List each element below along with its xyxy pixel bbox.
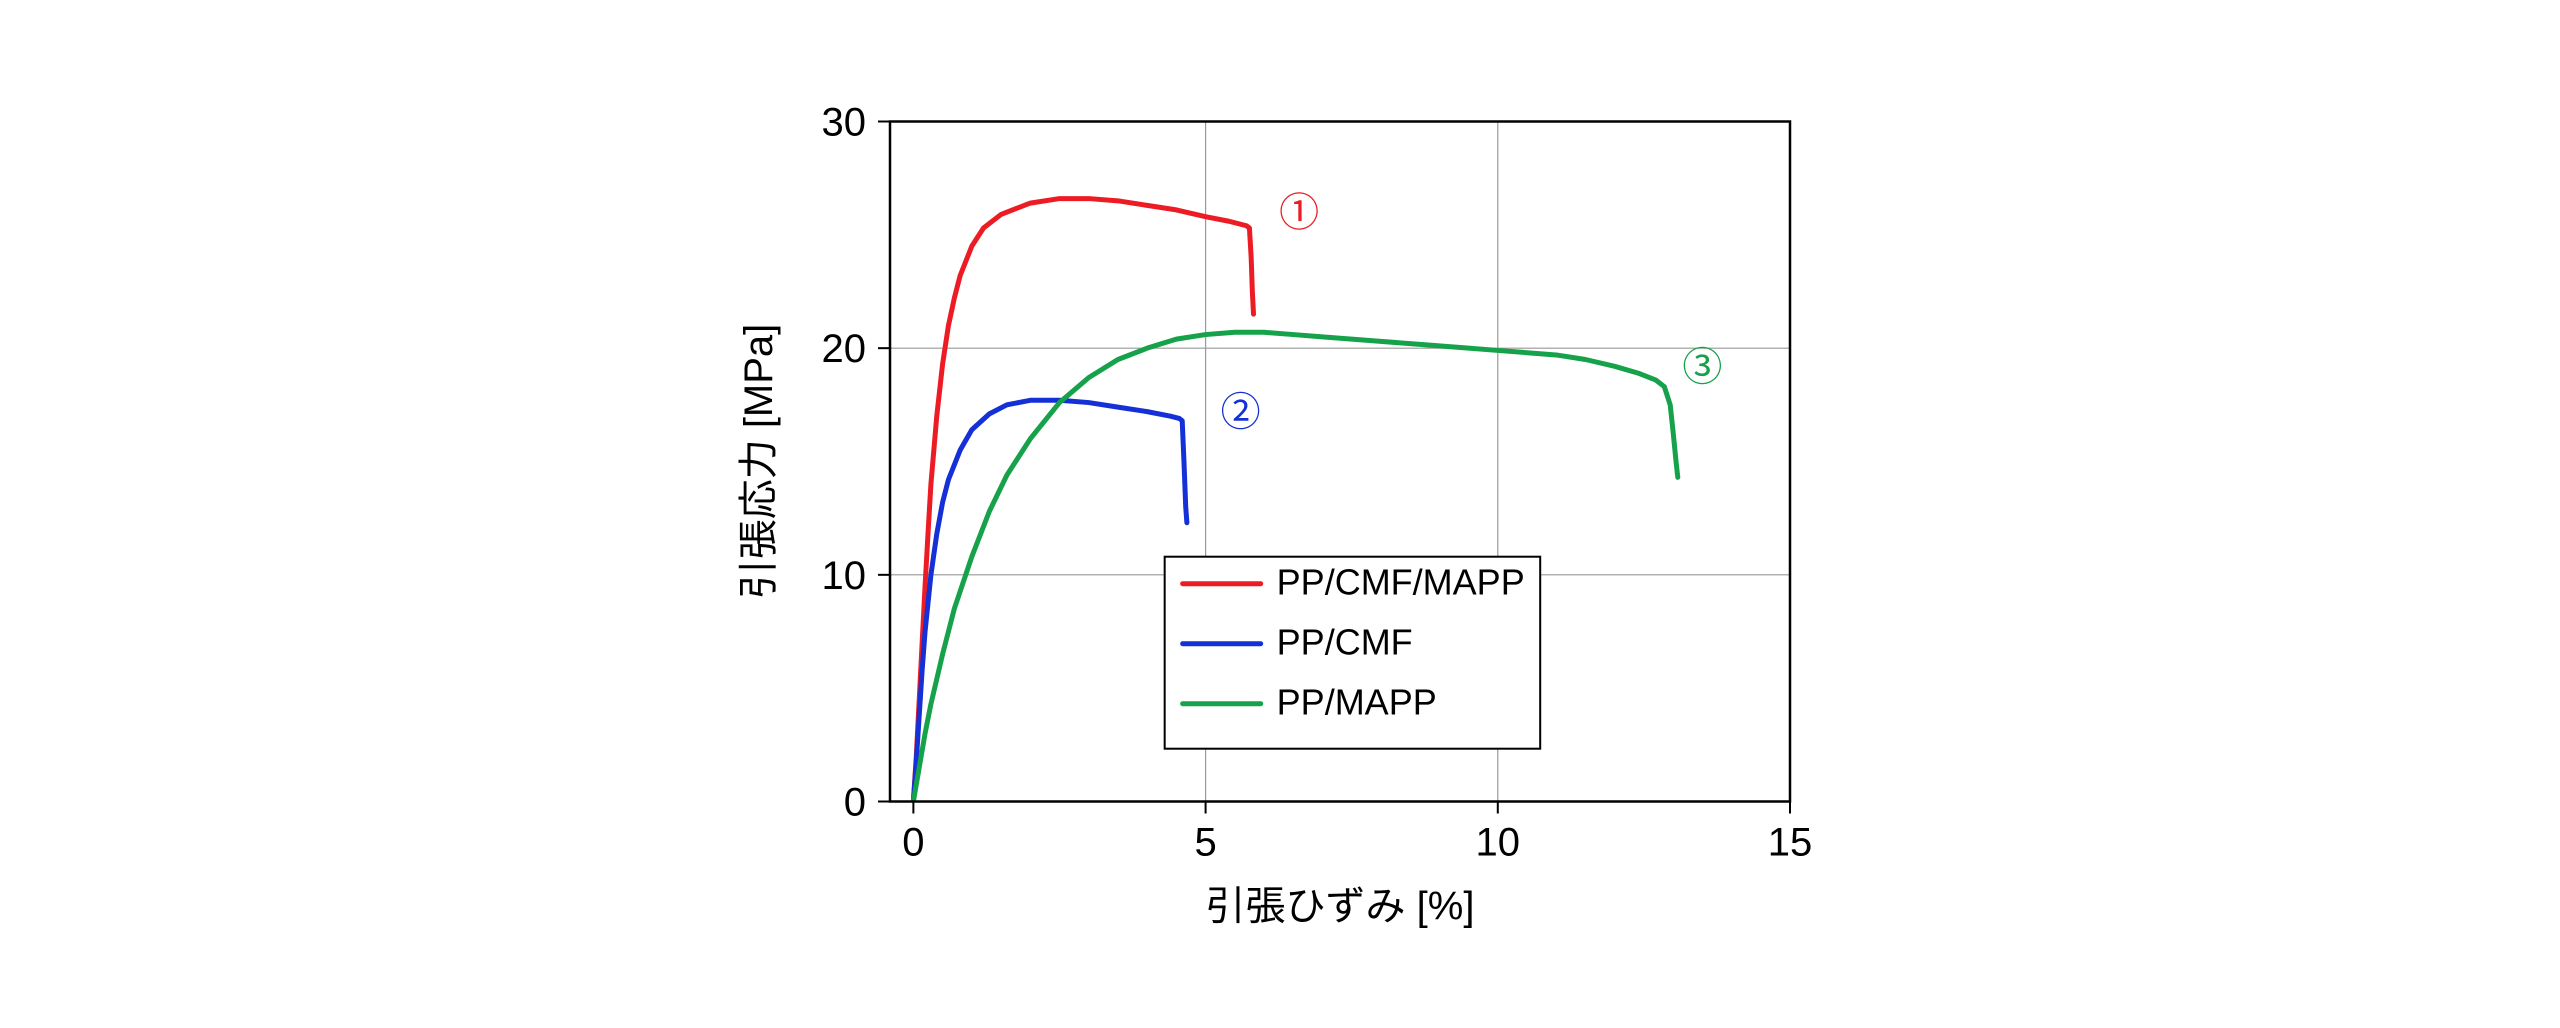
x-tick-label: 0: [902, 821, 924, 865]
x-tick-label: 15: [1768, 821, 1813, 865]
chart-svg: 0 5 10 15 0 10 20 30 引張ひずみ [%] 引張応力 [MPa] ① ② ③ PP/CM…: [640, 62, 1920, 962]
x-tick-label: 10: [1476, 821, 1521, 865]
legend-item-label: PP/CMF/MAPP: [1277, 562, 1525, 603]
annotation-2: ②: [1221, 391, 1261, 435]
y-tick-label: 30: [822, 101, 867, 145]
legend-item-label: PP/MAPP: [1277, 682, 1437, 723]
y-tick-label: 20: [822, 327, 867, 371]
x-axis-label: 引張ひずみ [%]: [1206, 885, 1475, 929]
y-axis-label: 引張応力 [MPa]: [737, 324, 781, 600]
annotation-1: ①: [1279, 191, 1319, 235]
annotation-3: ③: [1682, 345, 1722, 389]
y-tick-label: 10: [822, 554, 867, 598]
x-tick-label: 5: [1194, 821, 1216, 865]
stress-strain-chart: 0 5 10 15 0 10 20 30 引張ひずみ [%] 引張応力 [MPa] ① ② ③ PP/CM…: [640, 62, 1920, 967]
y-tick-label: 0: [844, 781, 866, 825]
legend: PP/CMF/MAPP PP/CMF PP/MAPP: [1165, 557, 1541, 749]
legend-item-label: PP/CMF: [1277, 622, 1413, 663]
